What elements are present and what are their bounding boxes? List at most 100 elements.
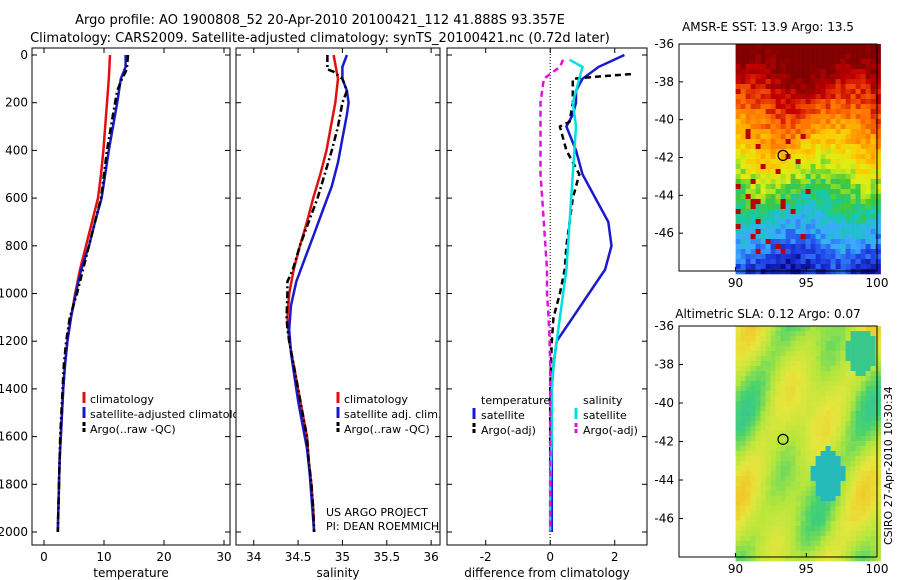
map-cell <box>745 49 751 55</box>
map-cell <box>760 179 766 185</box>
map-cell <box>810 546 816 552</box>
map-cell <box>770 84 776 90</box>
legend-label: Argo(..raw -QC) <box>90 423 176 436</box>
map-cell <box>735 416 741 422</box>
map-cell <box>735 74 741 80</box>
map-cell <box>825 164 831 170</box>
map-cell <box>755 411 761 417</box>
map-cell <box>800 244 806 250</box>
map-cell <box>865 361 871 367</box>
map-cell <box>815 244 821 250</box>
map-cell <box>765 391 771 397</box>
map-cell <box>810 446 816 452</box>
map-cell <box>825 456 831 462</box>
map-cell <box>745 396 751 402</box>
map-cell <box>840 326 846 332</box>
map-cell <box>745 129 751 135</box>
map-cell <box>850 144 856 150</box>
map-cell <box>855 506 861 512</box>
map-cell <box>850 169 856 175</box>
map-cell <box>775 421 781 427</box>
map-cell <box>780 209 786 215</box>
map-cell <box>735 129 741 135</box>
map-cell <box>785 234 791 240</box>
map-cell <box>860 89 866 95</box>
map-cell <box>800 99 806 105</box>
map-cell <box>785 174 791 180</box>
map-cell <box>825 159 831 165</box>
map-cell <box>840 371 846 377</box>
map-cell <box>810 84 816 90</box>
map-cell <box>840 159 846 165</box>
map-cell <box>855 59 861 65</box>
map-cell <box>755 526 761 532</box>
map-cell <box>765 64 771 70</box>
map-cell <box>850 531 856 537</box>
map-cell <box>870 94 876 100</box>
series-argo-raw-qc- <box>56 54 130 533</box>
map-cell <box>820 491 826 497</box>
map-cell <box>810 174 816 180</box>
map-cell <box>835 244 841 250</box>
map-cell <box>770 436 776 442</box>
map-cell <box>805 109 811 115</box>
map-cell <box>855 114 861 120</box>
map-cell <box>795 456 801 462</box>
map-cell <box>820 441 826 447</box>
map-cell <box>810 219 816 225</box>
map-cell <box>820 446 826 452</box>
map-cell <box>800 239 806 245</box>
map-cell <box>855 351 861 357</box>
map-cell <box>825 481 831 487</box>
map-cell <box>820 411 826 417</box>
map-cell <box>770 386 776 392</box>
map-cell <box>785 421 791 427</box>
map-cell <box>765 129 771 135</box>
map-cell <box>860 69 866 75</box>
map-cell <box>755 386 761 392</box>
map-cell <box>855 531 861 537</box>
map-cell <box>750 204 756 210</box>
map-cell <box>745 346 751 352</box>
map-cell <box>850 336 856 342</box>
map-cell <box>835 204 841 210</box>
map-cell <box>755 119 761 125</box>
map-cell <box>860 64 866 70</box>
map-cell <box>745 214 751 220</box>
map-cell <box>825 361 831 367</box>
map-cell <box>820 214 826 220</box>
map-cell <box>775 501 781 507</box>
map-cell <box>765 531 771 537</box>
map-cell <box>795 84 801 90</box>
map-cell <box>765 104 771 110</box>
map-cell <box>870 441 876 447</box>
map-cell <box>855 366 861 372</box>
map-cell <box>855 174 861 180</box>
sst-map-ytick-label: -36 <box>654 37 674 51</box>
map-cell <box>820 506 826 512</box>
map-cell <box>745 526 751 532</box>
legend-label: Argo(..raw -QC) <box>344 423 430 436</box>
map-cell <box>740 119 746 125</box>
map-cell <box>810 486 816 492</box>
map-cell <box>855 184 861 190</box>
map-cell <box>780 119 786 125</box>
map-cell <box>755 79 761 85</box>
map-cell <box>825 391 831 397</box>
map-cell <box>840 154 846 160</box>
map-cell <box>740 59 746 65</box>
map-cell <box>735 541 741 547</box>
map-cell <box>770 501 776 507</box>
map-cell <box>785 361 791 367</box>
map-cell <box>865 351 871 357</box>
map-cell <box>855 199 861 205</box>
map-cell <box>775 174 781 180</box>
map-cell <box>835 391 841 397</box>
map-cell <box>755 481 761 487</box>
map-cell <box>770 426 776 432</box>
map-cell <box>820 164 826 170</box>
map-cell <box>760 124 766 130</box>
map-cell <box>760 441 766 447</box>
map-cell <box>805 411 811 417</box>
map-cell <box>805 209 811 215</box>
